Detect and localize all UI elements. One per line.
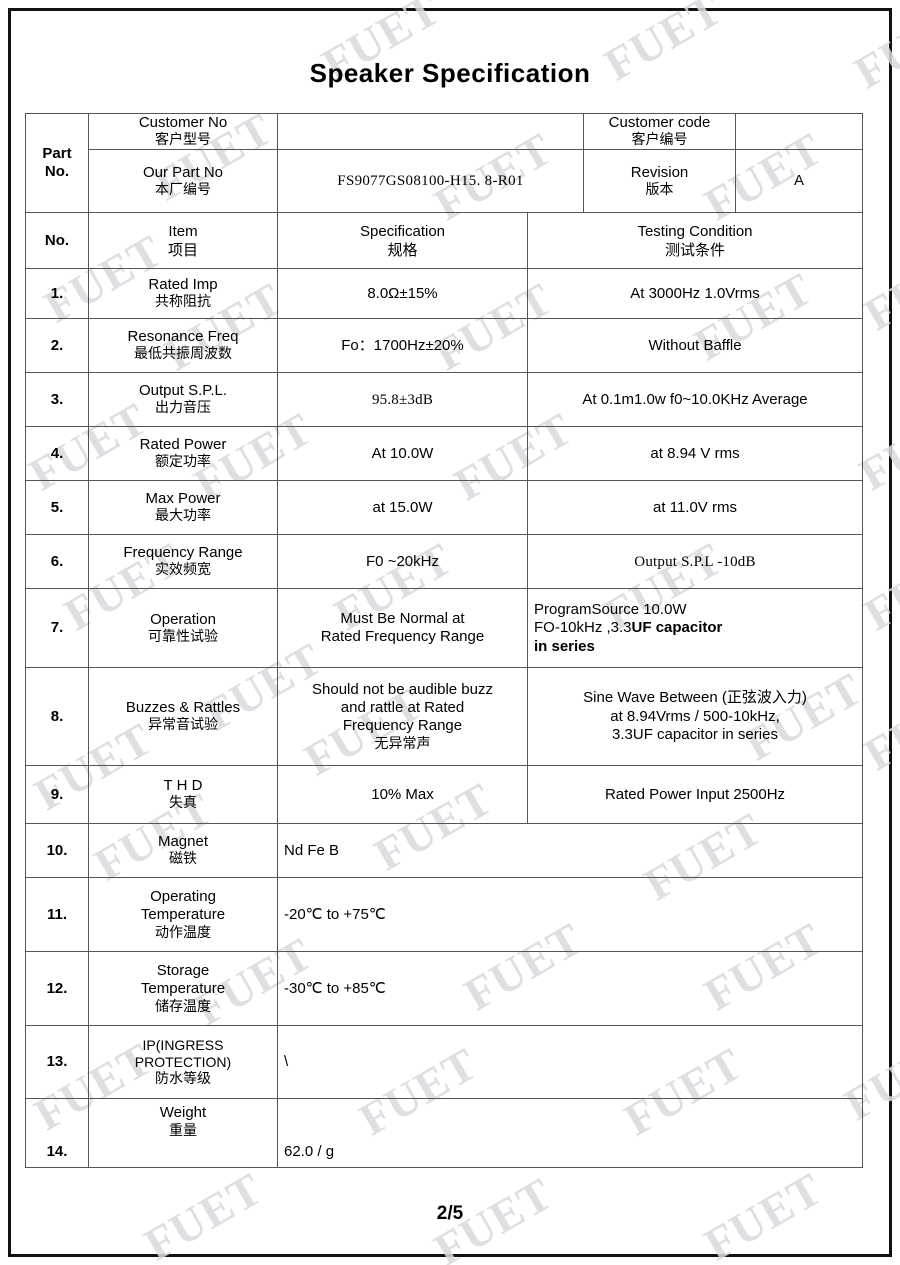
row-testing-condition: At 0.1m1.0w f0~10.0KHz Average xyxy=(527,372,863,428)
row-specification: 10% Max xyxy=(277,765,528,825)
table-row: 10. Magnet 磁铁 Nd Fe B xyxy=(25,823,863,879)
table-row: 6. Frequency Range 实效频宽 F0 ~20kHz Output… xyxy=(25,534,863,590)
row-item: Magnet 磁铁 xyxy=(88,823,278,879)
row-specification: 95.8±3dB xyxy=(277,372,528,428)
table-row: 11. Operating Temperature 动作温度 -20℃ to +… xyxy=(25,877,863,953)
row-specification: at 15.0W xyxy=(277,480,528,536)
row-item: T H D 失真 xyxy=(88,765,278,825)
row-no: 9. xyxy=(25,765,89,825)
part-no-label-line1: Part xyxy=(42,144,72,162)
table-row: 13. IP(INGRESS PROTECTION) 防水等级 \ xyxy=(25,1025,863,1100)
table-row: 3. Output S.P.L. 出力音压 95.8±3dB At 0.1m1.… xyxy=(25,372,863,428)
row-value: Nd Fe B xyxy=(277,823,863,879)
row-no: 3. xyxy=(25,372,89,428)
our-part-no-value[interactable]: FS9077GS08100-H15. 8-R01 xyxy=(277,149,584,214)
row-no: 5. xyxy=(25,480,89,536)
row-no: 8. xyxy=(25,667,89,767)
table-row: 9. T H D 失真 10% Max Rated Power Input 25… xyxy=(25,765,863,825)
column-header-item: Item 项目 xyxy=(88,212,278,270)
row-testing-condition: at 8.94 V rms xyxy=(527,426,863,482)
row-no: 4. xyxy=(25,426,89,482)
customer-no-label: Customer No 客户型号 xyxy=(88,112,278,151)
customer-no-value[interactable] xyxy=(277,112,584,151)
row-item: Operating Temperature 动作温度 xyxy=(88,877,278,953)
customer-code-value[interactable] xyxy=(735,112,863,151)
row-no: 14. xyxy=(25,1098,89,1169)
specification-table: Part No. Customer No 客户型号 Customer code … xyxy=(25,112,863,1169)
row-specification: F0 ~20kHz xyxy=(277,534,528,590)
row-no: 10. xyxy=(25,823,89,879)
row-specification: Should not be audible buzz and rattle at… xyxy=(277,667,528,767)
row-item: Frequency Range 实效频宽 xyxy=(88,534,278,590)
part-no-label-line2: No. xyxy=(44,163,70,181)
table-header-row: No. Item 项目 Specification 规格 Testing Con… xyxy=(25,212,863,270)
table-row: 5. Max Power 最大功率 at 15.0W at 11.0V rms xyxy=(25,480,863,536)
page-border xyxy=(8,8,892,1257)
table-row: 2. Resonance Freq 最低共振周波数 Fo：1700Hz±20% … xyxy=(25,318,863,374)
row-testing-condition: at 11.0V rms xyxy=(527,480,863,536)
row-item: Weight 重量 xyxy=(88,1098,278,1169)
table-row: 1. Rated Imp 共称阻抗 8.0Ω±15% At 3000Hz 1.0… xyxy=(25,268,863,320)
our-part-no-label: Our Part No 本厂编号 xyxy=(88,149,278,214)
row-value: \ xyxy=(277,1025,863,1100)
row-no: 13. xyxy=(25,1025,89,1100)
row-item: IP(INGRESS PROTECTION) 防水等级 xyxy=(88,1025,278,1100)
row-item: Storage Temperature 储存温度 xyxy=(88,951,278,1027)
row-specification: Must Be Normal at Rated Frequency Range xyxy=(277,588,528,669)
row-item: Buzzes & Rattles 异常音试验 xyxy=(88,667,278,767)
table-row: 12. Storage Temperature 储存温度 -30℃ to +85… xyxy=(25,951,863,1027)
row-no: 6. xyxy=(25,534,89,590)
row-testing-condition: At 3000Hz 1.0Vrms xyxy=(527,268,863,320)
row-value: -30℃ to +85℃ xyxy=(277,951,863,1027)
row-value: 62.0 / g xyxy=(277,1098,863,1169)
page-number-footer: 2/5 xyxy=(436,1203,464,1224)
row-item: Rated Imp 共称阻抗 xyxy=(88,268,278,320)
column-header-testing-condition: Testing Condition 测试条件 xyxy=(527,212,863,270)
revision-value[interactable]: A xyxy=(735,149,863,214)
table-row: 4. Rated Power 额定功率 At 10.0W at 8.94 V r… xyxy=(25,426,863,482)
column-header-specification: Specification 规格 xyxy=(277,212,528,270)
row-specification: Fo：1700Hz±20% xyxy=(277,318,528,374)
row-no: 11. xyxy=(25,877,89,953)
column-header-no: No. xyxy=(25,212,89,270)
row-no: 1. xyxy=(25,268,89,320)
row-value: -20℃ to +75℃ xyxy=(277,877,863,953)
row-item: Output S.P.L. 出力音压 xyxy=(88,372,278,428)
table-row-customer-no: Part No. Customer No 客户型号 Customer code … xyxy=(25,112,863,214)
row-specification: 8.0Ω±15% xyxy=(277,268,528,320)
row-testing-condition: ProgramSource 10.0W FO-10kHz ,3.3UF capa… xyxy=(527,588,863,669)
table-row: 8. Buzzes & Rattles 异常音试验 Should not be … xyxy=(25,667,863,767)
row-no: 7. xyxy=(25,588,89,669)
row-testing-condition: Rated Power Input 2500Hz xyxy=(527,765,863,825)
customer-code-label: Customer code 客户编号 xyxy=(583,112,736,151)
part-no-label: Part No. xyxy=(25,112,89,214)
row-item: Max Power 最大功率 xyxy=(88,480,278,536)
table-row-our-part-no: Our Part No 本厂编号 FS9077GS08100-H15. 8-R0… xyxy=(26,149,863,214)
revision-label: Revision 版本 xyxy=(583,149,736,214)
row-no: 12. xyxy=(25,951,89,1027)
row-item: Resonance Freq 最低共振周波数 xyxy=(88,318,278,374)
row-item: Rated Power 额定功率 xyxy=(88,426,278,482)
row-testing-condition: Sine Wave Between (正弦波入力) at 8.94Vrms / … xyxy=(527,667,863,767)
row-item: Operation 可靠性试验 xyxy=(88,588,278,669)
page-title: Speaker Specification xyxy=(309,58,591,88)
row-testing-condition: Without Baffle xyxy=(527,318,863,374)
row-testing-condition: Output S.P.L -10dB xyxy=(527,534,863,590)
row-specification: At 10.0W xyxy=(277,426,528,482)
table-row: 7. Operation 可靠性试验 Must Be Normal at Rat… xyxy=(25,588,863,669)
row-no: 2. xyxy=(25,318,89,374)
table-row: 14. Weight 重量 62.0 / g xyxy=(25,1098,863,1169)
